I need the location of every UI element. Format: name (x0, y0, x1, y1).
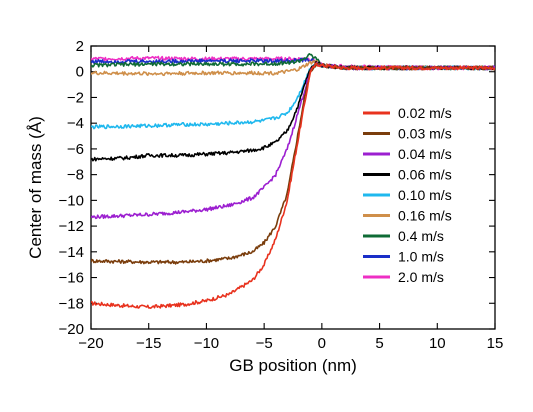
y-tick-label: −6 (67, 141, 84, 158)
x-axis-label: GB position (nm) (229, 356, 357, 375)
legend-label: 0.10 m/s (398, 187, 452, 203)
y-tick-label: −16 (59, 270, 84, 287)
series-line (91, 62, 495, 309)
y-tick-label: −8 (67, 167, 84, 184)
legend-label: 0.16 m/s (398, 208, 452, 224)
legend-label: 0.02 m/s (398, 105, 452, 121)
legend-label: 2.0 m/s (398, 269, 444, 285)
y-axis-label: Center of mass (Å) (26, 116, 45, 259)
x-tick-label: 0 (318, 335, 326, 352)
legend-label: 0.04 m/s (398, 146, 452, 162)
y-tick-label: −2 (67, 89, 84, 106)
y-tick-label: 0 (76, 64, 84, 81)
y-tick-label: −20 (59, 321, 84, 338)
y-tick-label: −10 (59, 192, 84, 209)
x-tick-label: −10 (194, 335, 219, 352)
series-line (91, 62, 495, 265)
x-tick-label: 15 (487, 335, 504, 352)
x-tick-label: −20 (78, 335, 103, 352)
legend-label: 1.0 m/s (398, 249, 444, 265)
y-tick-label: −18 (59, 295, 84, 312)
legend-label: 0.4 m/s (398, 228, 444, 244)
series-layer (91, 53, 495, 309)
legend-label: 0.06 m/s (398, 167, 452, 183)
y-tick-label: −4 (67, 115, 84, 132)
axis-ticks: −20 −15 −10 −5 0 5 10 15−20−18−16−14−12−10−8−6−… (59, 38, 504, 352)
x-tick-label: 10 (429, 335, 446, 352)
x-tick-label: −5 (256, 335, 273, 352)
x-tick-label: −15 (136, 335, 161, 352)
x-tick-label: 5 (375, 335, 383, 352)
legend-label: 0.03 m/s (398, 126, 452, 142)
y-tick-label: −12 (59, 218, 84, 235)
plot-frame (90, 45, 496, 330)
legend: 0.02 m/s 0.03 m/s 0.04 m/s 0.06 m/s 0.10 m/s… (363, 105, 452, 285)
y-tick-label: 2 (76, 38, 84, 55)
y-tick-label: −14 (59, 244, 84, 261)
